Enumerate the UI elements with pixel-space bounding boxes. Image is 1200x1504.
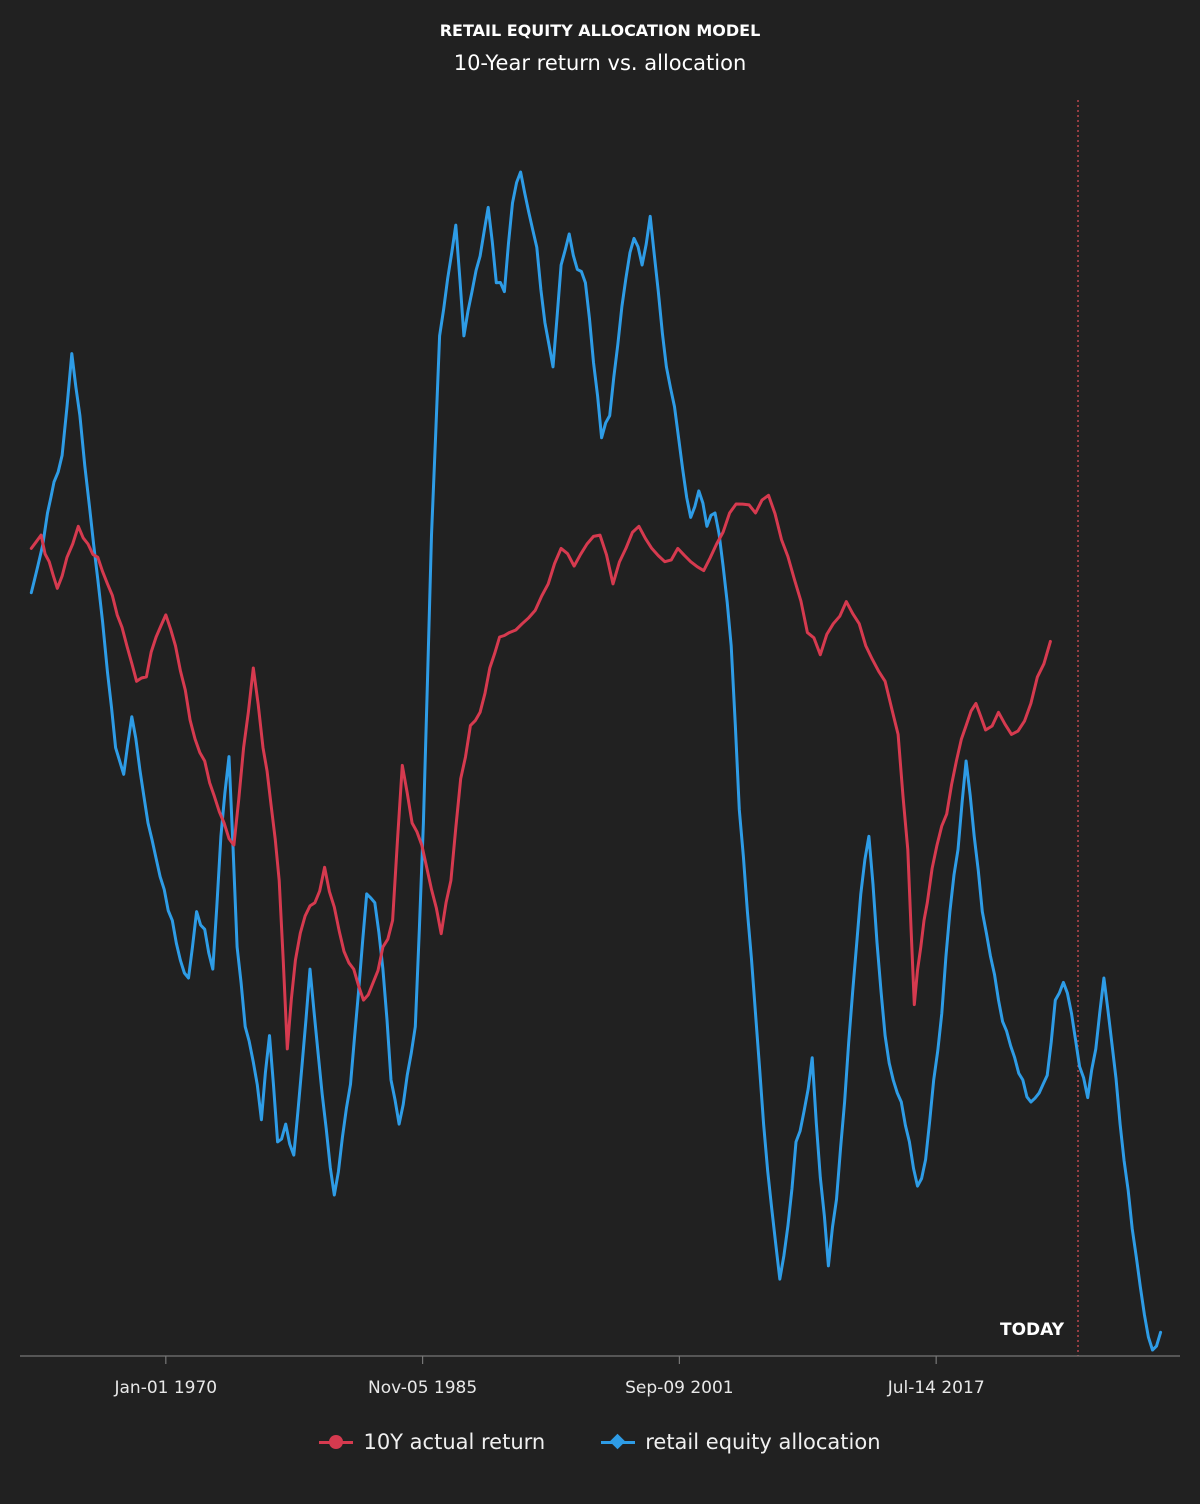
legend: 10Y actual return retail equity allocati… bbox=[0, 1430, 1200, 1454]
series-line-retail-allocation bbox=[29, 170, 1163, 1352]
series-layer bbox=[29, 170, 1163, 1352]
legend-circle-icon bbox=[319, 1435, 354, 1449]
chart-subtitle: 10-Year return vs. allocation bbox=[454, 51, 747, 75]
x-axis-ticks: Jan-01 1970 Nov-05 1985 Sep-09 2001 Jul-14 … bbox=[113, 1356, 985, 1398]
legend-item-allocation[interactable]: retail equity allocation bbox=[601, 1430, 881, 1454]
legend-label-allocation: retail equity allocation bbox=[645, 1430, 881, 1454]
x-tick-label: Jul-14 2017 bbox=[887, 1378, 985, 1398]
legend-item-return[interactable]: 10Y actual return bbox=[319, 1430, 545, 1454]
x-tick-label: Nov-05 1985 bbox=[368, 1378, 477, 1398]
legend-diamond-icon bbox=[601, 1433, 636, 1450]
x-tick-label: Jan-01 1970 bbox=[113, 1378, 217, 1398]
x-tick-label: Sep-09 2001 bbox=[625, 1378, 733, 1398]
legend-label-return: 10Y actual return bbox=[363, 1430, 546, 1454]
series-line-10y-return bbox=[29, 493, 1052, 1051]
chart-title: RETAIL EQUITY ALLOCATION MODEL bbox=[440, 21, 761, 40]
today-label: TODAY bbox=[1000, 1320, 1065, 1340]
